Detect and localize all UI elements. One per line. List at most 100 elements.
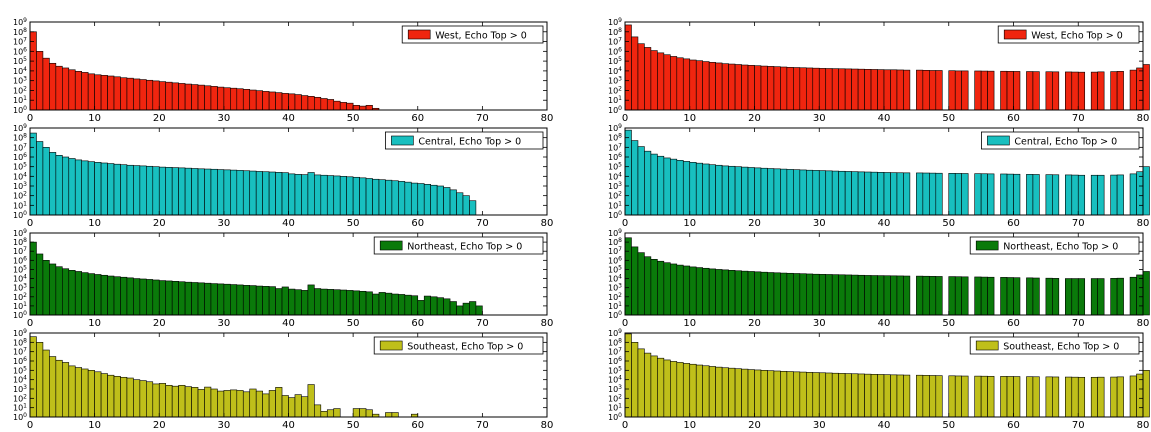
bar <box>786 371 794 418</box>
x-tick-label: 50 <box>347 113 360 124</box>
bar <box>120 164 128 216</box>
bar <box>637 252 645 316</box>
bar <box>974 70 982 111</box>
x-tick-label: 30 <box>218 113 231 124</box>
bar <box>294 289 302 316</box>
bar <box>1065 71 1073 111</box>
bar <box>1006 71 1014 111</box>
x-tick-label: 50 <box>942 113 955 124</box>
bar <box>152 383 160 418</box>
bar <box>314 288 322 316</box>
bar <box>754 271 762 316</box>
bar <box>255 90 263 111</box>
bar <box>1116 174 1124 216</box>
legend-box <box>969 336 1140 355</box>
bar <box>1052 376 1060 418</box>
bar <box>1045 376 1053 418</box>
x-tick-label: 20 <box>153 420 166 431</box>
bar <box>1097 278 1105 316</box>
bar <box>281 172 289 216</box>
bar <box>333 100 341 111</box>
bar <box>786 169 794 216</box>
bar <box>773 168 781 216</box>
x-tick-label: 70 <box>1072 420 1085 431</box>
bar <box>825 170 833 216</box>
bar <box>980 173 988 216</box>
bar <box>773 370 781 418</box>
bar <box>469 301 477 316</box>
bar <box>262 91 270 111</box>
bar <box>922 375 930 418</box>
bar <box>36 253 44 316</box>
y-tick-label: 103 <box>13 283 27 293</box>
bar <box>644 352 652 418</box>
bar <box>754 65 762 111</box>
bar <box>326 175 335 216</box>
bar <box>275 172 283 216</box>
legend-swatch <box>975 340 999 351</box>
bar <box>1006 277 1014 316</box>
bar <box>844 373 852 418</box>
bar <box>747 167 755 216</box>
bar <box>1032 376 1040 418</box>
bar <box>728 165 736 216</box>
bar <box>126 377 134 418</box>
bar <box>812 273 820 316</box>
bar <box>760 167 768 216</box>
bar <box>120 77 128 111</box>
bar <box>81 368 89 418</box>
bar <box>178 384 186 418</box>
bar <box>896 275 904 316</box>
legend-label: Southeast, Echo Top > 0 <box>407 342 523 353</box>
bar <box>1129 375 1137 418</box>
bar <box>1000 277 1008 316</box>
y-tick-label: 108 <box>13 337 27 347</box>
bar <box>146 381 154 418</box>
bar <box>974 375 982 418</box>
y-tick-label: 101 <box>608 301 622 311</box>
legend-swatch <box>975 240 999 251</box>
bar <box>935 70 943 111</box>
x-tick-label: 70 <box>1072 113 1085 124</box>
y-tick-label: 107 <box>608 246 622 256</box>
bar <box>916 374 924 418</box>
bar <box>178 83 186 111</box>
bar <box>249 388 257 418</box>
x-tick-label: 80 <box>1137 420 1150 431</box>
bar <box>663 54 671 111</box>
bar <box>307 384 315 418</box>
bar <box>708 366 716 418</box>
y-tick-label: 108 <box>608 337 622 347</box>
x-tick-label: 40 <box>878 420 891 431</box>
bar <box>49 356 57 418</box>
bar <box>870 171 878 216</box>
legend-box <box>997 25 1140 44</box>
bar <box>838 170 846 216</box>
bar <box>217 390 225 418</box>
bar <box>857 274 865 316</box>
bar <box>107 75 115 111</box>
bar <box>818 170 827 216</box>
bar <box>682 161 691 216</box>
x-tick-label: 30 <box>813 218 826 229</box>
bar <box>825 274 833 316</box>
x-tick-label: 60 <box>1007 113 1020 124</box>
bar <box>217 169 225 216</box>
bar <box>158 81 167 111</box>
bar <box>721 63 729 111</box>
bar <box>294 94 302 111</box>
x-tick-label: 40 <box>282 218 295 229</box>
x-tick-label: 10 <box>683 318 696 329</box>
bar <box>204 282 212 316</box>
bar <box>864 171 872 216</box>
bar <box>954 70 962 111</box>
bar <box>1129 69 1137 111</box>
bar <box>333 289 341 316</box>
bar <box>314 174 322 216</box>
bar <box>255 171 263 216</box>
bar <box>818 68 827 111</box>
bar <box>139 380 147 418</box>
bar <box>184 167 192 216</box>
bar <box>954 375 962 418</box>
bar <box>339 102 347 111</box>
